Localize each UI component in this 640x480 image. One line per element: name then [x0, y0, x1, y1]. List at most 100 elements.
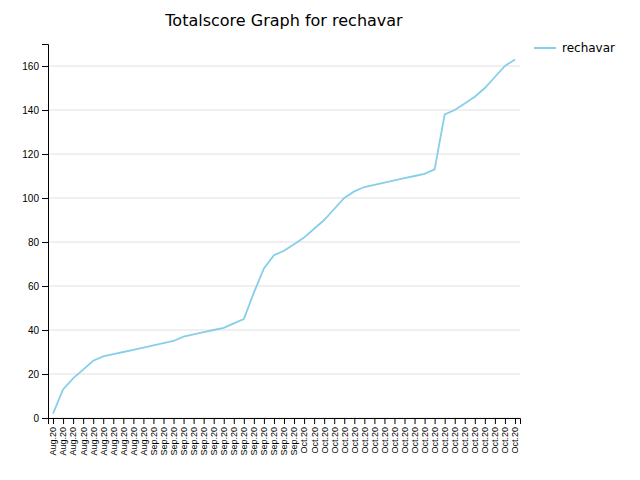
x-tick: Sep.20 — [259, 418, 269, 456]
x-tick-label: Aug.20 — [58, 427, 68, 456]
x-tick-mark — [143, 418, 144, 424]
x-tick-label: Sep.20 — [169, 427, 179, 456]
x-tick-label: Oct.20 — [310, 427, 320, 454]
x-tick: Aug.20 — [139, 418, 149, 456]
series-line — [53, 59, 515, 413]
x-tick-label: Sep.20 — [149, 427, 159, 456]
x-tick: Aug.20 — [89, 418, 99, 456]
x-tick: Sep.20 — [159, 418, 169, 456]
x-tick-mark — [344, 418, 345, 424]
x-tick-mark — [63, 418, 64, 424]
grid — [48, 66, 520, 418]
x-tick-label: Oct.20 — [340, 427, 350, 454]
grid-line — [48, 66, 520, 67]
legend-swatch — [534, 47, 556, 49]
x-tick-label: Oct.20 — [350, 427, 360, 454]
x-tick-mark — [334, 418, 335, 424]
x-tick-mark — [194, 418, 195, 424]
y-tick-mark — [42, 66, 48, 67]
x-tick-mark — [294, 418, 295, 424]
x-tick-mark — [264, 418, 265, 424]
x-tick-label: Oct.20 — [410, 427, 420, 454]
y-tick-label: 120 — [22, 149, 39, 160]
x-tick: Oct.20 — [350, 418, 360, 454]
x-tick: Oct.20 — [500, 418, 510, 454]
x-tick-mark — [354, 418, 355, 424]
x-tick: Aug.20 — [58, 418, 68, 456]
x-tick-label: Aug.20 — [119, 427, 129, 456]
x-tick-mark — [204, 418, 205, 424]
x-tick-mark — [495, 418, 496, 424]
x-tick-mark — [465, 418, 466, 424]
y-tick: 160 — [22, 61, 48, 72]
x-tick-mark — [254, 418, 255, 424]
x-tick-label: Oct.20 — [360, 427, 370, 454]
y-tick-label: 100 — [22, 193, 39, 204]
x-tick-mark — [113, 418, 114, 424]
y-axis-line — [42, 45, 49, 419]
x-tick: Sep.20 — [169, 418, 179, 456]
x-tick-mark — [384, 418, 385, 424]
x-tick: Sep.20 — [219, 418, 229, 456]
x-tick-mark — [133, 418, 134, 424]
x-tick-label: Sep.20 — [209, 427, 219, 456]
x-tick: Oct.20 — [370, 418, 380, 454]
grid-line — [48, 198, 520, 199]
x-tick: Aug.20 — [99, 418, 109, 456]
x-tick-label: Oct.20 — [380, 427, 390, 454]
x-tick-mark — [53, 418, 54, 424]
chart-svg: Aug.20Aug.20Aug.20Aug.20Aug.20Aug.20Aug.… — [0, 0, 640, 480]
legend-label: rechavar — [562, 41, 615, 55]
x-tick-label: Oct.20 — [430, 427, 440, 454]
y-tick-mark — [42, 330, 48, 331]
x-tick-mark — [475, 418, 476, 424]
y-tick-mark — [42, 110, 48, 111]
x-tick: Aug.20 — [79, 418, 89, 456]
x-tick: Oct.20 — [510, 418, 520, 454]
x-tick-label: Oct.20 — [400, 427, 410, 454]
plot-area: Aug.20Aug.20Aug.20Aug.20Aug.20Aug.20Aug.… — [22, 45, 520, 456]
x-tick-mark — [224, 418, 225, 424]
x-tick: Oct.20 — [480, 418, 490, 454]
x-tick-label: Oct.20 — [420, 427, 430, 454]
x-tick: Aug.20 — [68, 418, 78, 456]
x-tick-mark — [445, 418, 446, 424]
x-tick-mark — [184, 418, 185, 424]
x-tick-label: Sep.20 — [279, 427, 289, 456]
x-tick: Oct.20 — [450, 418, 460, 454]
x-tick-label: Aug.20 — [89, 427, 99, 456]
y-tick-label: 160 — [22, 61, 39, 72]
x-tick: Sep.20 — [249, 418, 259, 456]
y-tick-label: 0 — [33, 413, 39, 424]
x-tick-label: Aug.20 — [48, 427, 58, 456]
x-tick: Sep.20 — [179, 418, 189, 456]
x-tick: Sep.20 — [279, 418, 289, 456]
x-tick: Oct.20 — [490, 418, 500, 454]
y-tick-mark — [42, 418, 48, 419]
x-tick-label: Sep.20 — [249, 427, 259, 456]
y-tick-label: 80 — [28, 237, 40, 248]
x-tick: Sep.20 — [289, 418, 299, 456]
x-tick-label: Oct.20 — [480, 427, 490, 454]
x-tick-label: Oct.20 — [450, 427, 460, 454]
y-tick: 0 — [33, 413, 48, 424]
y-tick-label: 20 — [28, 369, 40, 380]
marks — [53, 59, 515, 413]
y-tick-mark — [42, 286, 48, 287]
x-tick-mark — [174, 418, 175, 424]
x-tick: Oct.20 — [420, 418, 430, 454]
x-tick-mark — [364, 418, 365, 424]
x-tick-label: Sep.20 — [189, 427, 199, 456]
grid-line — [48, 286, 520, 287]
x-tick-mark — [394, 418, 395, 424]
x-tick: Oct.20 — [340, 418, 350, 454]
y-tick: 60 — [28, 281, 48, 292]
x-tick: Aug.20 — [48, 418, 58, 456]
x-tick-mark — [515, 418, 516, 424]
x-tick-label: Oct.20 — [500, 427, 510, 454]
x-tick-mark — [163, 418, 164, 424]
y-axis: 020406080100120140160 — [22, 45, 48, 424]
x-tick-label: Oct.20 — [470, 427, 480, 454]
grid-line — [48, 154, 520, 155]
x-tick-label: Aug.20 — [139, 427, 149, 456]
